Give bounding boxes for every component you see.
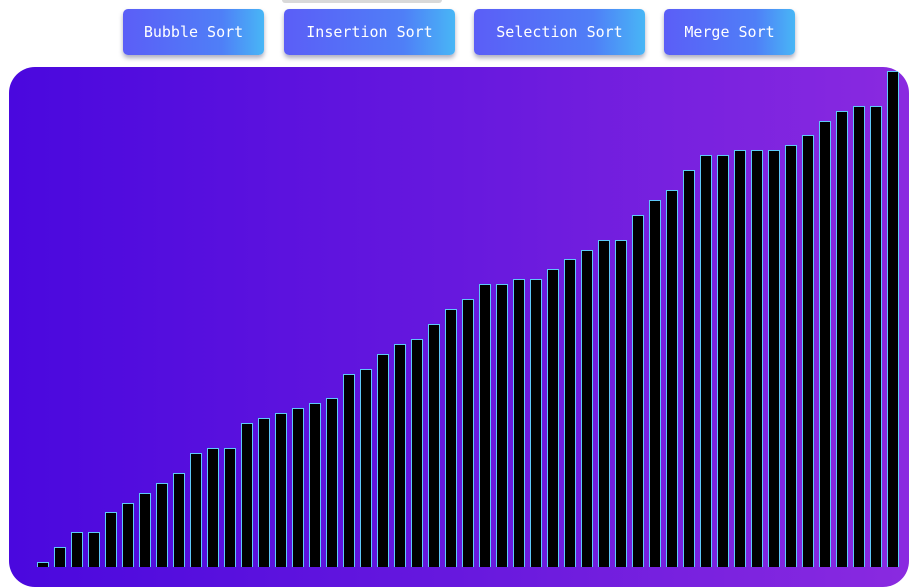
array-bar bbox=[275, 413, 287, 567]
array-bar bbox=[853, 106, 865, 567]
array-bar bbox=[377, 354, 389, 567]
bubble-sort-button[interactable]: Bubble Sort bbox=[123, 9, 264, 55]
array-bar bbox=[37, 562, 49, 567]
array-bar bbox=[343, 374, 355, 567]
array-bar bbox=[224, 448, 236, 567]
merge-sort-button[interactable]: Merge Sort bbox=[664, 9, 795, 55]
insertion-sort-button[interactable]: Insertion Sort bbox=[284, 9, 455, 55]
array-bar bbox=[292, 408, 304, 567]
array-bar bbox=[836, 111, 848, 567]
array-bar bbox=[734, 150, 746, 567]
array-bar bbox=[581, 250, 593, 567]
array-bar bbox=[326, 398, 338, 567]
array-bar bbox=[241, 423, 253, 567]
array-bar bbox=[428, 324, 440, 567]
array-bar bbox=[530, 279, 542, 567]
array-bar bbox=[122, 503, 134, 567]
array-bar bbox=[479, 284, 491, 567]
array-bar bbox=[513, 279, 525, 567]
array-bar bbox=[105, 512, 117, 567]
visualizer-panel bbox=[9, 67, 909, 587]
array-bar bbox=[802, 135, 814, 567]
array-bar bbox=[258, 418, 270, 567]
selection-sort-button[interactable]: Selection Sort bbox=[474, 9, 645, 55]
array-bar bbox=[615, 240, 627, 567]
array-bar bbox=[700, 155, 712, 567]
top-edge-sliver bbox=[282, 0, 442, 3]
array-bar bbox=[88, 532, 100, 567]
array-bar bbox=[360, 369, 372, 567]
array-bar bbox=[768, 150, 780, 567]
array-bar bbox=[751, 150, 763, 567]
array-bar bbox=[462, 299, 474, 567]
array-bar bbox=[394, 344, 406, 567]
array-bar bbox=[564, 259, 576, 567]
array-bar bbox=[887, 71, 899, 567]
array-bar bbox=[496, 284, 508, 567]
array-bar bbox=[411, 339, 423, 567]
array-bar bbox=[207, 448, 219, 567]
array-bar bbox=[445, 309, 457, 567]
array-bar bbox=[54, 547, 66, 567]
array-bar bbox=[632, 215, 644, 567]
array-bar bbox=[666, 190, 678, 567]
array-bar bbox=[309, 403, 321, 567]
bars-container bbox=[9, 67, 909, 567]
array-bar bbox=[819, 121, 831, 567]
array-bar bbox=[870, 106, 882, 567]
array-bar bbox=[547, 269, 559, 567]
array-bar bbox=[190, 453, 202, 567]
array-bar bbox=[71, 532, 83, 567]
array-bar bbox=[683, 170, 695, 567]
array-bar bbox=[717, 155, 729, 567]
array-bar bbox=[785, 145, 797, 567]
sort-toolbar: Bubble Sort Insertion Sort Selection Sor… bbox=[0, 0, 916, 60]
array-bar bbox=[598, 240, 610, 567]
array-bar bbox=[173, 473, 185, 567]
array-bar bbox=[156, 483, 168, 567]
array-bar bbox=[649, 200, 661, 567]
array-bar bbox=[139, 493, 151, 567]
